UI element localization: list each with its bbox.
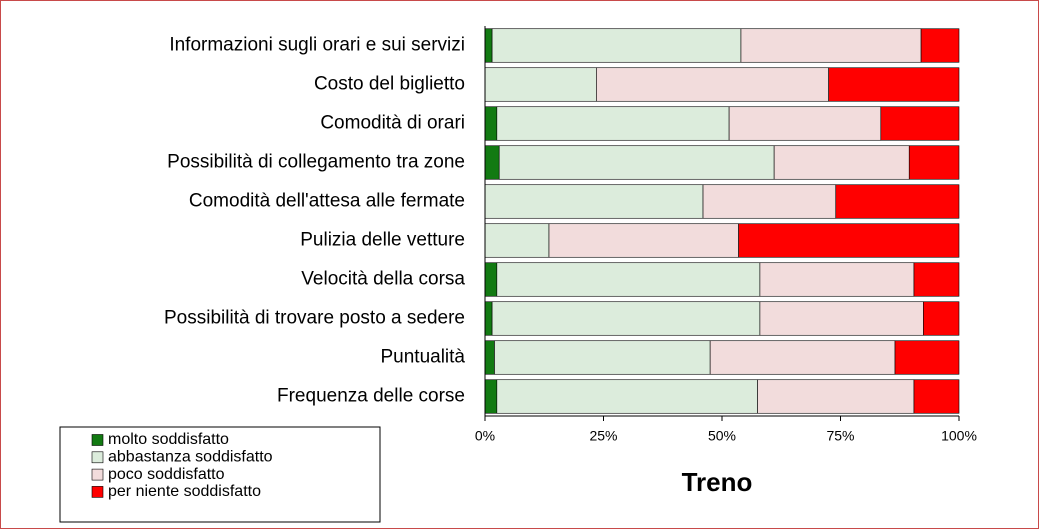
bar-segment	[484, 67, 597, 102]
legend-swatch	[91, 468, 104, 481]
x-tick-label: 25%	[589, 428, 617, 444]
bar-segment	[835, 184, 960, 219]
bar-segment	[913, 379, 960, 414]
bar-segment	[759, 301, 924, 336]
category-label: Costo del biglietto	[314, 74, 465, 95]
bar-segment	[484, 223, 550, 258]
category-label: Velocità della corsa	[301, 269, 465, 290]
bar-segment	[920, 28, 960, 63]
legend-swatch	[91, 434, 104, 446]
bar-segment	[484, 28, 493, 63]
legend-box	[59, 426, 381, 523]
bar-segment	[484, 145, 500, 180]
category-label: Frequenza delle corse	[277, 386, 465, 407]
category-label: Possibilità di trovare posto a sedere	[164, 308, 465, 329]
bar-segment	[491, 301, 761, 336]
x-tick-label: 0%	[475, 428, 495, 444]
bar-segment	[728, 106, 882, 141]
category-label: Comodità dell'attesa alle fermate	[189, 191, 465, 212]
x-tick-label: 50%	[708, 428, 736, 444]
bar-segment	[709, 340, 896, 375]
legend-label: per niente soddisfatto	[108, 483, 261, 500]
bar-segment	[596, 67, 829, 102]
bar-segment	[913, 262, 960, 297]
bar-segment	[923, 301, 960, 336]
bar-segment	[496, 262, 761, 297]
legend-label: poco soddisfatto	[108, 466, 225, 483]
x-tick-label: 100%	[941, 428, 977, 444]
bar-segment	[740, 28, 922, 63]
bar-segment	[738, 223, 960, 258]
legend-swatch	[91, 451, 104, 464]
bar-segment	[828, 67, 960, 102]
bar-segment	[491, 28, 742, 63]
category-label: Informazioni sugli orari e sui servizi	[169, 35, 465, 56]
x-tick-label: 75%	[826, 428, 854, 444]
bar-segment	[484, 106, 498, 141]
bar-segment	[496, 106, 730, 141]
bar-segment	[484, 379, 498, 414]
bar-segment	[548, 223, 739, 258]
bar-segment	[496, 379, 758, 414]
bar-segment	[773, 145, 910, 180]
bar-segment	[908, 145, 960, 180]
x-axis-label: Treno	[682, 467, 753, 497]
category-label: Possibilità di collegamento tra zone	[167, 152, 465, 173]
category-label: Pulizia delle vetture	[300, 230, 465, 251]
category-label: Comodità di orari	[320, 113, 465, 134]
bar-segment	[494, 340, 711, 375]
bar-segment	[894, 340, 960, 375]
bar-segment	[880, 106, 960, 141]
legend-label: abbastanza soddisfatto	[108, 449, 273, 466]
bar-segment	[484, 262, 498, 297]
bar-segment	[498, 145, 775, 180]
bar-segment	[484, 301, 493, 336]
legend-label: molto soddisfatto	[108, 431, 229, 448]
bar-segment	[484, 184, 704, 219]
bar-segment	[484, 340, 495, 375]
bar-segment	[757, 379, 915, 414]
bar-segment	[759, 262, 915, 297]
legend-swatch	[91, 486, 104, 498]
bar-segment	[702, 184, 837, 219]
category-label: Puntualità	[380, 347, 465, 368]
